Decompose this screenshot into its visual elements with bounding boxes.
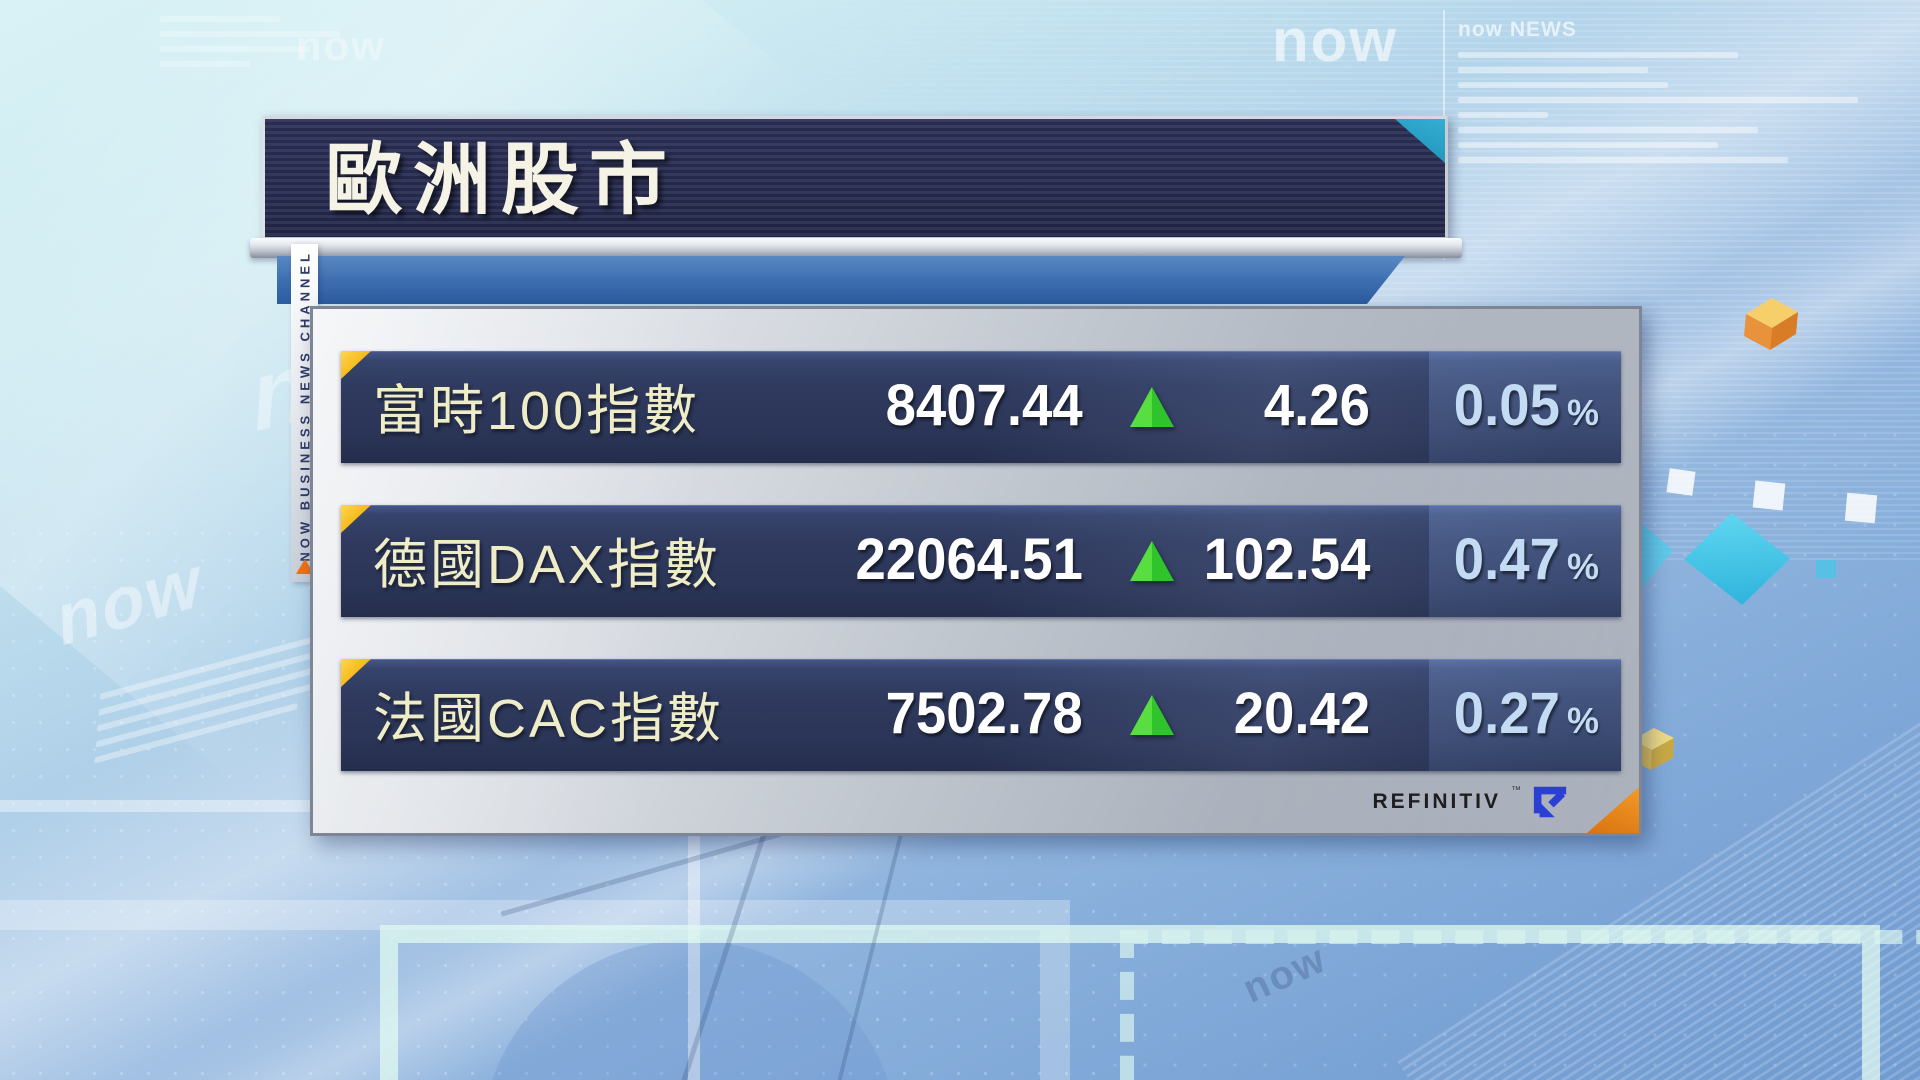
- ghost-text-lines: [1458, 52, 1858, 163]
- index-row-ftse100: 富時100指數 8407.44 4.26 0.05 %: [341, 351, 1621, 463]
- provider-name: REFINITIV: [1372, 790, 1501, 813]
- cyan-diamond: [1683, 513, 1791, 605]
- decor-bar: [160, 16, 280, 22]
- index-percent: 0.47 %: [1447, 526, 1599, 593]
- page-title: 歐洲股市: [325, 135, 678, 224]
- index-name: 德國DAX指數: [373, 534, 722, 595]
- white-square: [1844, 492, 1878, 524]
- now-watermark: now: [296, 22, 386, 69]
- ghost-text-lines: [160, 16, 340, 67]
- index-row-dax: 德國DAX指數 22064.51 102.54 0.47 %: [341, 505, 1621, 617]
- decor-bar: [1458, 127, 1758, 133]
- decor-bar: [1458, 97, 1858, 103]
- percent-sign: %: [1566, 392, 1599, 434]
- percent-value: 0.05: [1453, 373, 1560, 439]
- percent-sign: %: [1566, 546, 1599, 588]
- index-percent: 0.05 %: [1447, 372, 1599, 439]
- now-watermark: now: [56, 539, 204, 663]
- title-bar: 歐洲股市: [262, 116, 1448, 240]
- white-square: [1752, 480, 1786, 511]
- quotes-panel: 富時100指數 8407.44 4.26 0.05 % 德國DAX指數 2206…: [310, 306, 1642, 836]
- title-stripes: [265, 119, 1445, 237]
- index-value: 8407.44: [885, 373, 1083, 439]
- now-watermark: now: [1236, 936, 1334, 1012]
- decor-bar: [1458, 112, 1548, 118]
- metallic-ridge: [250, 238, 1462, 258]
- now-watermark: now: [1272, 7, 1398, 74]
- circle-arc: [0, 800, 700, 1080]
- percent-value: 0.47: [1453, 527, 1560, 593]
- refinitiv-logo-icon: [1533, 786, 1567, 818]
- up-arrow-icon: [1130, 695, 1174, 735]
- orange-triangle-icon: [295, 559, 314, 574]
- index-change: 4.26: [1263, 373, 1370, 439]
- index-value: 22064.51: [855, 527, 1083, 593]
- up-arrow-icon: [1130, 387, 1174, 427]
- index-name: 富時100指數: [373, 380, 701, 441]
- percent-column-band: [1429, 351, 1621, 463]
- index-name: 法國CAC指數: [373, 688, 725, 749]
- decor-bar: [160, 61, 250, 67]
- decor-bar: [1458, 52, 1738, 58]
- index-change: 20.42: [1233, 681, 1370, 747]
- circle-arc: [380, 925, 1880, 1080]
- index-row-cac: 法國CAC指數 7502.78 20.42 0.27 %: [341, 659, 1621, 771]
- row-sheen: [341, 505, 1621, 617]
- decor-bar: [1458, 157, 1788, 163]
- percent-column-band: [1429, 659, 1621, 771]
- blue-sub-bar: [277, 256, 1405, 304]
- circle-shade: [480, 940, 900, 1080]
- index-change: 102.54: [1203, 527, 1370, 593]
- percent-value: 0.27: [1453, 681, 1560, 747]
- now-news-watermark: now NEWS: [1458, 18, 1577, 41]
- decor-bar: [1458, 67, 1648, 73]
- up-arrow-icon: [1130, 541, 1174, 581]
- trademark-sign: ™: [1511, 785, 1521, 796]
- index-value: 7502.78: [885, 681, 1083, 747]
- decor-bar: [160, 46, 310, 52]
- percent-column-band: [1429, 505, 1621, 617]
- index-percent: 0.27 %: [1447, 680, 1599, 747]
- decor-bar: [94, 702, 298, 764]
- percent-sign: %: [1566, 700, 1599, 742]
- data-provider: REFINITIV ™: [1372, 783, 1569, 821]
- decor-bar: [1458, 82, 1668, 88]
- cyan-square: [1816, 560, 1836, 578]
- orange-cube: [1744, 298, 1798, 350]
- decor-bar: [160, 31, 340, 37]
- white-square: [1666, 468, 1696, 496]
- circle-arc: [0, 900, 1070, 1080]
- row-sheen: [341, 659, 1621, 771]
- dashed-circle-arc: [1120, 930, 1920, 1080]
- row-sheen: [341, 351, 1621, 463]
- decor-bar: [1458, 142, 1718, 148]
